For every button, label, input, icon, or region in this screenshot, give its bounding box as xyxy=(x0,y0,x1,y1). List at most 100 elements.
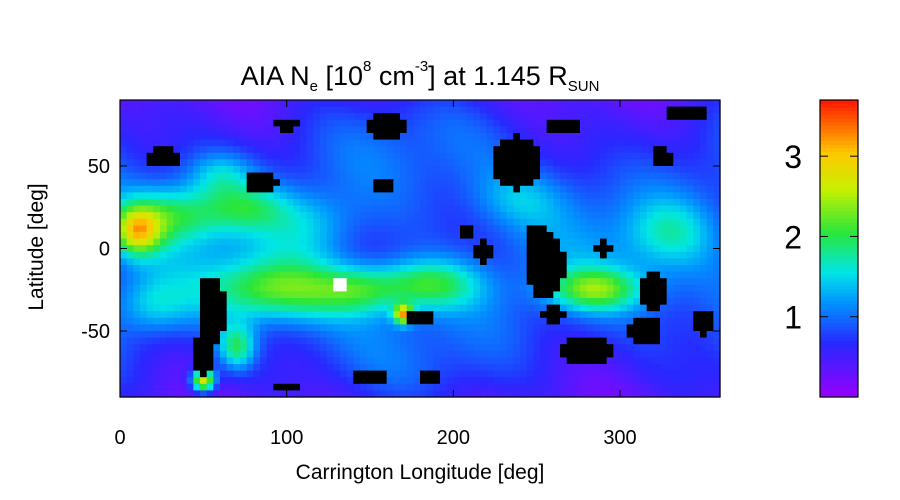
heatmap-cell xyxy=(580,317,588,325)
heatmap-cell xyxy=(280,232,288,240)
heatmap-cell xyxy=(360,166,368,174)
heatmap-cell xyxy=(260,271,268,279)
heatmap-cell xyxy=(573,390,581,398)
heatmap-cell xyxy=(500,265,508,273)
heatmap-cell xyxy=(146,232,154,240)
heatmap-cell xyxy=(326,139,334,147)
heatmap-cell xyxy=(566,390,574,398)
heatmap-cell xyxy=(473,271,481,279)
heatmap-cell xyxy=(146,251,154,259)
heatmap-cell xyxy=(120,113,128,121)
heatmap-cell xyxy=(140,179,148,187)
heatmap-cell xyxy=(273,258,281,266)
heatmap-cell xyxy=(553,146,561,154)
heatmap-cell xyxy=(200,218,208,226)
heatmap-cell xyxy=(586,304,594,312)
heatmap-cell xyxy=(326,324,334,332)
colorbar-segment xyxy=(820,211,858,216)
heatmap-cell xyxy=(373,278,381,286)
heatmap-cell xyxy=(580,271,588,279)
heatmap-cell xyxy=(466,298,474,306)
heatmap-cell xyxy=(500,383,508,391)
heatmap-cell xyxy=(613,344,621,352)
heatmap-cell xyxy=(600,337,608,345)
heatmap-cell xyxy=(693,218,701,226)
heatmap-cell xyxy=(460,179,468,187)
heatmap-cell xyxy=(126,317,134,325)
heatmap-cell xyxy=(180,133,188,141)
heatmap-cell xyxy=(700,133,708,141)
heatmap-cell xyxy=(400,113,408,121)
heatmap-cell xyxy=(613,304,621,312)
heatmap-cell xyxy=(666,311,674,319)
heatmap-cell xyxy=(400,284,408,292)
heatmap-cell xyxy=(246,370,254,378)
heatmap-cell xyxy=(526,278,534,286)
heatmap-cell xyxy=(706,278,714,286)
heatmap-cell xyxy=(646,357,654,365)
heatmap-cell xyxy=(446,258,454,266)
heatmap-cell xyxy=(300,133,308,141)
heatmap-cell xyxy=(680,212,688,220)
heatmap-cell xyxy=(633,166,641,174)
heatmap-cell xyxy=(346,199,354,207)
heatmap-cell xyxy=(646,212,654,220)
heatmap-cell xyxy=(413,390,421,398)
heatmap-cell xyxy=(413,100,421,108)
heatmap-cell xyxy=(366,337,374,345)
heatmap-cell xyxy=(160,370,168,378)
heatmap-cell xyxy=(633,238,641,246)
heatmap-cell xyxy=(633,218,641,226)
heatmap-cell xyxy=(153,126,161,134)
heatmap-cell xyxy=(220,212,228,220)
heatmap-cell xyxy=(146,159,154,167)
heatmap-cell xyxy=(160,146,168,154)
heatmap-cell xyxy=(606,166,614,174)
heatmap-cell xyxy=(300,205,308,213)
heatmap-cell xyxy=(613,166,621,174)
heatmap-cell xyxy=(226,159,234,167)
heatmap-cell xyxy=(646,218,654,226)
heatmap-cell xyxy=(140,205,148,213)
heatmap-cell xyxy=(713,179,721,187)
heatmap-cell xyxy=(413,370,421,378)
heatmap-cell xyxy=(453,377,461,385)
heatmap-cell xyxy=(420,119,428,127)
heatmap-cell xyxy=(320,304,328,312)
heatmap-cell xyxy=(313,258,321,266)
heatmap-cell xyxy=(486,271,494,279)
heatmap-cell xyxy=(413,106,421,114)
colorbar-segment xyxy=(820,196,858,201)
heatmap-cell xyxy=(326,291,334,299)
heatmap-cell xyxy=(700,218,708,226)
heatmap-cell xyxy=(486,185,494,193)
heatmap-cell xyxy=(520,212,528,220)
heatmap-cell xyxy=(333,225,341,233)
heatmap-cell xyxy=(386,199,394,207)
heatmap-cell xyxy=(586,152,594,160)
heatmap-cell xyxy=(246,271,254,279)
heatmap-cell xyxy=(293,185,301,193)
heatmap-cell xyxy=(386,185,394,193)
heatmap-cell xyxy=(573,364,581,372)
heatmap-cell xyxy=(320,271,328,279)
heatmap-cell xyxy=(340,100,348,108)
heatmap-cell xyxy=(526,390,534,398)
heatmap-cell xyxy=(420,238,428,246)
heatmap-cell xyxy=(320,133,328,141)
heatmap-cell xyxy=(486,113,494,121)
heatmap-cell xyxy=(466,258,474,266)
heatmap-cell xyxy=(586,166,594,174)
heatmap-cell xyxy=(326,179,334,187)
heatmap-cell xyxy=(120,284,128,292)
heatmap-cell xyxy=(260,278,268,286)
heatmap-cell xyxy=(326,265,334,273)
heatmap-cell xyxy=(213,119,221,127)
heatmap-cell xyxy=(420,113,428,121)
heatmap-cell xyxy=(153,166,161,174)
heatmap-cell xyxy=(353,298,361,306)
heatmap-cell xyxy=(373,179,381,187)
heatmap-cell xyxy=(500,317,508,325)
heatmap-cell xyxy=(360,265,368,273)
